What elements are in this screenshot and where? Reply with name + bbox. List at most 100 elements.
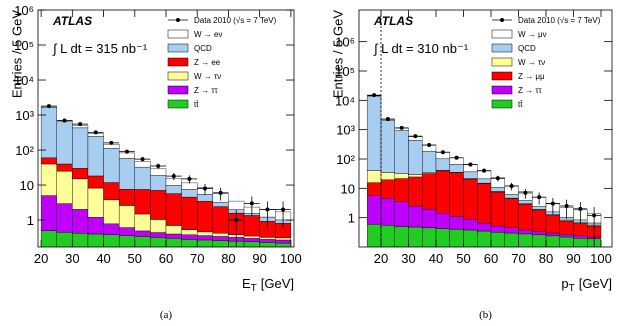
histogram-segment: [408, 174, 423, 178]
histogram-segment: [518, 229, 533, 235]
data-point: [234, 218, 239, 223]
histogram-segment: [394, 226, 409, 247]
histogram-segment: [394, 173, 409, 179]
data-point: [46, 104, 51, 109]
histogram-segment: [212, 236, 229, 241]
x-tick-label: 90: [252, 251, 266, 266]
histogram-segment: [504, 194, 519, 199]
histogram-segment: [181, 234, 198, 240]
x-tick-label: 60: [159, 251, 173, 266]
legend-label: Data 2010 (√s = 7 TeV): [518, 16, 601, 25]
data-point: [564, 203, 569, 208]
histogram-segment: [367, 170, 382, 183]
histogram-segment: [197, 194, 214, 202]
data-point: [249, 201, 254, 206]
legend-label: Z → μμ: [518, 72, 545, 81]
y-tick-label: 10⁵: [335, 64, 355, 79]
data-point: [550, 201, 555, 206]
x-tick-label: 80: [539, 251, 553, 266]
histogram-segment: [118, 189, 135, 206]
data-point: [218, 190, 223, 195]
y-tick-label: 1: [348, 211, 355, 226]
histogram-segment: [87, 136, 104, 177]
y-tick-label: 10³: [15, 108, 34, 123]
histogram-segment: [380, 172, 395, 180]
legend-swatch: [167, 29, 189, 39]
histogram-segment: [40, 157, 57, 165]
histogram-segment: [243, 215, 260, 237]
legend-label: Z → ee: [194, 58, 221, 67]
legend-swatch: [167, 43, 189, 53]
histogram-segment: [212, 202, 229, 207]
legend-label: Z → ττ: [194, 86, 218, 95]
y-tick-label: 10⁶: [335, 35, 355, 50]
histogram-segment: [181, 229, 198, 235]
data-point: [203, 186, 208, 191]
histogram-segment: [394, 130, 409, 174]
histogram-segment: [275, 237, 292, 241]
legend-swatch: [167, 57, 189, 67]
histogram-segment: [165, 233, 182, 239]
legend-label: Z → ττ: [518, 86, 542, 95]
histogram-segment: [72, 178, 89, 210]
histogram-segment: [165, 185, 182, 194]
histogram-segment: [463, 219, 478, 231]
histogram-segment: [408, 205, 423, 228]
histogram-segment: [243, 235, 260, 239]
x-axis-label: pT [GeV]: [561, 276, 612, 294]
histogram-segment: [118, 227, 135, 236]
histogram-segment: [134, 213, 151, 232]
histogram-segment: [134, 166, 151, 190]
experiment-label: ATLAS: [52, 14, 92, 28]
histogram-segment: [165, 225, 182, 235]
histogram-segment: [367, 95, 382, 171]
legend-label: QCD: [518, 44, 536, 53]
x-axis-label-unit: [GeV]: [261, 276, 294, 291]
histogram-segment: [181, 189, 198, 198]
x-tick-label: 50: [128, 251, 142, 266]
histogram-segment: [380, 120, 395, 173]
histogram-segment: [504, 232, 519, 247]
legend-label: W → eν: [194, 30, 222, 39]
histogram-segment: [72, 233, 89, 247]
histogram-segment: [532, 206, 547, 210]
histogram-segment: [181, 182, 198, 190]
histogram-segment: [40, 195, 57, 231]
x-tick-label: 20: [34, 251, 48, 266]
histogram-segment: [422, 150, 437, 173]
histogram-segment: [103, 223, 120, 235]
data-point: [592, 213, 597, 218]
histogram-segment: [165, 238, 182, 247]
x-axis-label-symbol: p: [561, 276, 568, 291]
caption: (a): [160, 309, 173, 321]
legend-swatch: [167, 71, 189, 81]
histogram-segment: [573, 223, 588, 237]
legend-label: W → μν: [518, 30, 547, 39]
histogram-segment: [72, 168, 89, 180]
luminosity-label: ∫ L dt = 315 nb⁻¹: [52, 41, 148, 56]
histogram-segment: [87, 233, 104, 247]
histogram-segment: [134, 189, 151, 215]
histogram-segment: [212, 206, 229, 234]
x-axis-label-unit: [GeV]: [579, 276, 612, 291]
histogram-segment: [422, 208, 437, 229]
histogram-segment: [228, 200, 245, 210]
x-tick-label: 50: [456, 251, 470, 266]
data-point: [468, 162, 473, 167]
histogram-segment: [463, 178, 478, 220]
x-tick-label: 30: [65, 251, 79, 266]
histogram-segment: [545, 215, 560, 234]
histogram-segment: [118, 158, 135, 190]
legend-label: W → τν: [518, 58, 545, 67]
legend-swatch: [491, 43, 513, 53]
histogram-segment: [103, 234, 120, 247]
x-axis-label: ET [GeV]: [242, 276, 294, 294]
data-point: [454, 155, 459, 160]
histogram-segment: [449, 216, 464, 230]
histogram-segment: [40, 230, 57, 247]
x-tick-label: 80: [221, 251, 235, 266]
histogram-segment: [559, 236, 574, 247]
histogram-segment: [518, 200, 533, 204]
histogram-segment: [103, 182, 120, 201]
